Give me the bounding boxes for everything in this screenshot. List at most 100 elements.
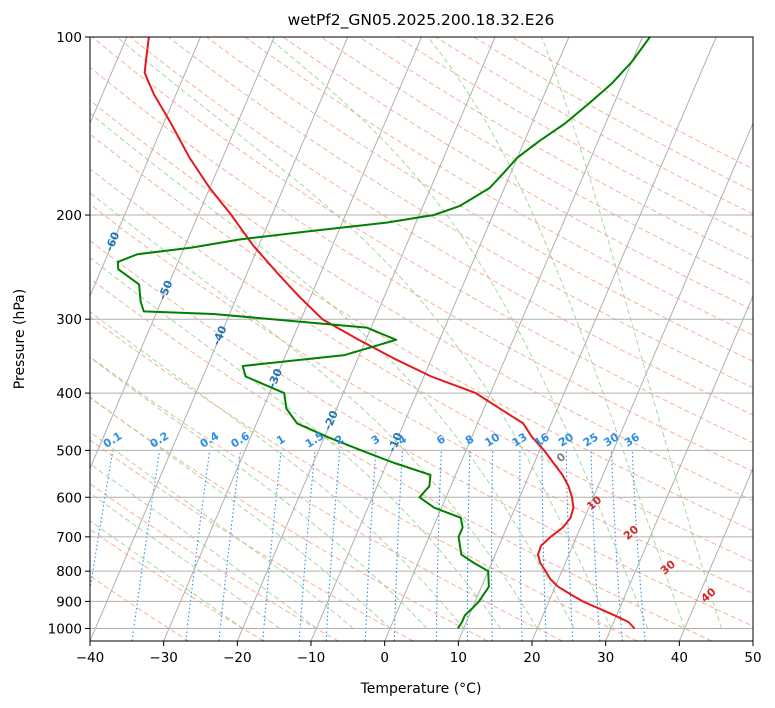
y-tick-label: 100: [56, 30, 82, 46]
theta-label: 10: [584, 493, 604, 513]
plot-frame: [89, 36, 754, 642]
dry-adiabat: [90, 483, 339, 641]
x-tick-label: −30: [149, 650, 178, 666]
y-tick-label: 600: [56, 490, 82, 506]
moist-adiabat: [90, 520, 243, 629]
isotherm-line: [90, 37, 275, 470]
moist-adiabat: [541, 37, 722, 629]
moist-adiabat: [90, 492, 280, 629]
moist-adiabat: [116, 37, 612, 629]
dry-adiabat: [90, 575, 190, 641]
isotherm-label: -40: [210, 324, 230, 348]
moist-adiabat: [90, 311, 465, 629]
isotherm-line: [457, 37, 717, 641]
mixing-ratio-label: 3: [369, 432, 382, 447]
mixing-ratio-line: [298, 450, 316, 641]
dewpoint-line: [116, 37, 651, 630]
dry-adiabat: [90, 397, 488, 641]
mixing-ratio-labels: 0.1 0.2 0.4 0.6 1 1.5 2 3 4 6 8 10 13 16 20 25 30 36: [101, 429, 642, 451]
x-tick-label: −10: [297, 650, 326, 666]
dry-adiabat: [206, 37, 753, 362]
isotherm-line: [310, 37, 570, 641]
x-tick-label: 10: [450, 650, 467, 666]
y-tick-label: 400: [56, 386, 82, 402]
moist-adiabat: [90, 431, 354, 629]
chart-title: wetPf2_GN05.2025.200.18.32.E26: [288, 11, 555, 30]
x-axis-ticks: −40 −30 −20 −10 0 10 20 30 40 50: [76, 641, 762, 666]
mixing-ratio-line: [610, 450, 623, 641]
dry-adiabat: [90, 240, 753, 627]
y-tick-label: 700: [56, 530, 82, 546]
mixing-ratio-label: 6: [434, 432, 448, 447]
mixing-ratio-label: 1: [274, 432, 287, 447]
mixing-ratio-label: 13: [510, 430, 530, 449]
mixing-ratio-label: 36: [622, 430, 642, 449]
y-tick-label: 800: [56, 564, 82, 580]
mixing-ratio-label: 1.5: [303, 429, 326, 450]
mixing-ratio-line: [218, 450, 242, 641]
x-tick-label: 20: [523, 650, 540, 666]
isotherm-label: -70: [49, 183, 69, 207]
y-tick-label: 900: [56, 594, 82, 610]
background-lines: [90, 37, 753, 641]
isobar-gridlines: [90, 37, 753, 629]
isotherm-label: -60: [103, 230, 123, 254]
mixing-ratio-label: 0.6: [229, 429, 253, 451]
y-tick-label: 500: [56, 443, 82, 459]
moist-adiabat: [267, 37, 649, 629]
dry-adiabat: [130, 37, 753, 416]
dry-adiabat: [359, 37, 753, 262]
x-tick-label: −40: [76, 650, 105, 666]
mixing-ratio-line: [631, 450, 646, 641]
x-tick-label: 40: [671, 650, 688, 666]
isotherm-line: [236, 37, 496, 641]
moist-adiabat: [90, 463, 317, 629]
x-tick-label: 50: [744, 650, 761, 666]
dry-adiabat: [435, 37, 753, 215]
mixing-ratio-line: [590, 450, 601, 641]
y-axis-label: Pressure (hPa): [12, 289, 28, 389]
dry-adiabat: [473, 37, 753, 192]
mixing-ratio-label: 0.4: [198, 429, 222, 451]
mixing-ratio-label: 0.2: [148, 429, 171, 450]
isotherm-line: [163, 37, 422, 641]
dry-adiabat: [90, 133, 753, 532]
mixing-ratio-line: [490, 450, 494, 641]
moist-adiabat: [90, 356, 428, 629]
isotherm-line: [752, 639, 753, 641]
mixing-ratio-label: 2: [333, 432, 346, 447]
dry-adiabat: [90, 439, 414, 641]
profile-lines: [116, 37, 651, 630]
moist-adiabat: [90, 192, 538, 629]
isotherm-label: -20: [321, 408, 341, 432]
dry-adiabat: [90, 528, 264, 641]
dry-adiabat: [244, 37, 753, 336]
isotherm-line: [384, 37, 643, 641]
dry-adiabat: [320, 37, 753, 286]
dry-adiabat: [90, 168, 753, 563]
dry-adiabat: [91, 37, 753, 444]
dry-adiabat: [90, 277, 712, 641]
temperature-line: [143, 37, 636, 630]
y-tick-label: 300: [56, 312, 82, 328]
mixing-ratio-line: [185, 450, 211, 641]
y-axis-ticks: 100 200 300 400 500 600 700 800 900 1000: [48, 30, 90, 637]
isotherm-line: [90, 37, 349, 641]
isotherm-label: -30: [265, 366, 285, 390]
dry-adiabat: [90, 316, 638, 641]
y-tick-label: 200: [56, 208, 82, 224]
moist-adiabat: [90, 257, 501, 629]
mixing-ratio-line: [435, 450, 442, 641]
y-tick-label: 1000: [48, 621, 82, 637]
moist-adiabat: [427, 37, 686, 629]
dry-adiabat: [90, 203, 753, 594]
isotherm-label: -50: [156, 278, 176, 302]
x-tick-label: 30: [597, 650, 614, 666]
mixing-ratio-line: [90, 450, 114, 593]
mixing-ratio-label: 10: [482, 430, 502, 449]
mixing-ratio-label: 30: [601, 430, 621, 449]
mixing-ratio-label: 16: [532, 430, 552, 449]
mixing-ratio-label: 8: [463, 432, 476, 447]
